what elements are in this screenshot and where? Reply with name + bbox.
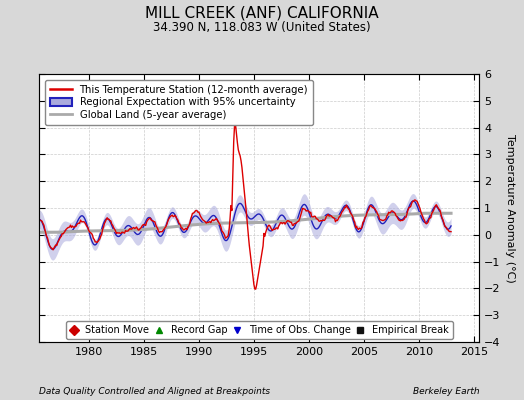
- Text: MILL CREEK (ANF) CALIFORNIA: MILL CREEK (ANF) CALIFORNIA: [145, 6, 379, 21]
- Text: Data Quality Controlled and Aligned at Breakpoints: Data Quality Controlled and Aligned at B…: [39, 387, 270, 396]
- Legend: Station Move, Record Gap, Time of Obs. Change, Empirical Break: Station Move, Record Gap, Time of Obs. C…: [66, 321, 453, 339]
- Text: 34.390 N, 118.083 W (United States): 34.390 N, 118.083 W (United States): [153, 21, 371, 34]
- Y-axis label: Temperature Anomaly (°C): Temperature Anomaly (°C): [505, 134, 515, 282]
- Text: Berkeley Earth: Berkeley Earth: [413, 387, 479, 396]
